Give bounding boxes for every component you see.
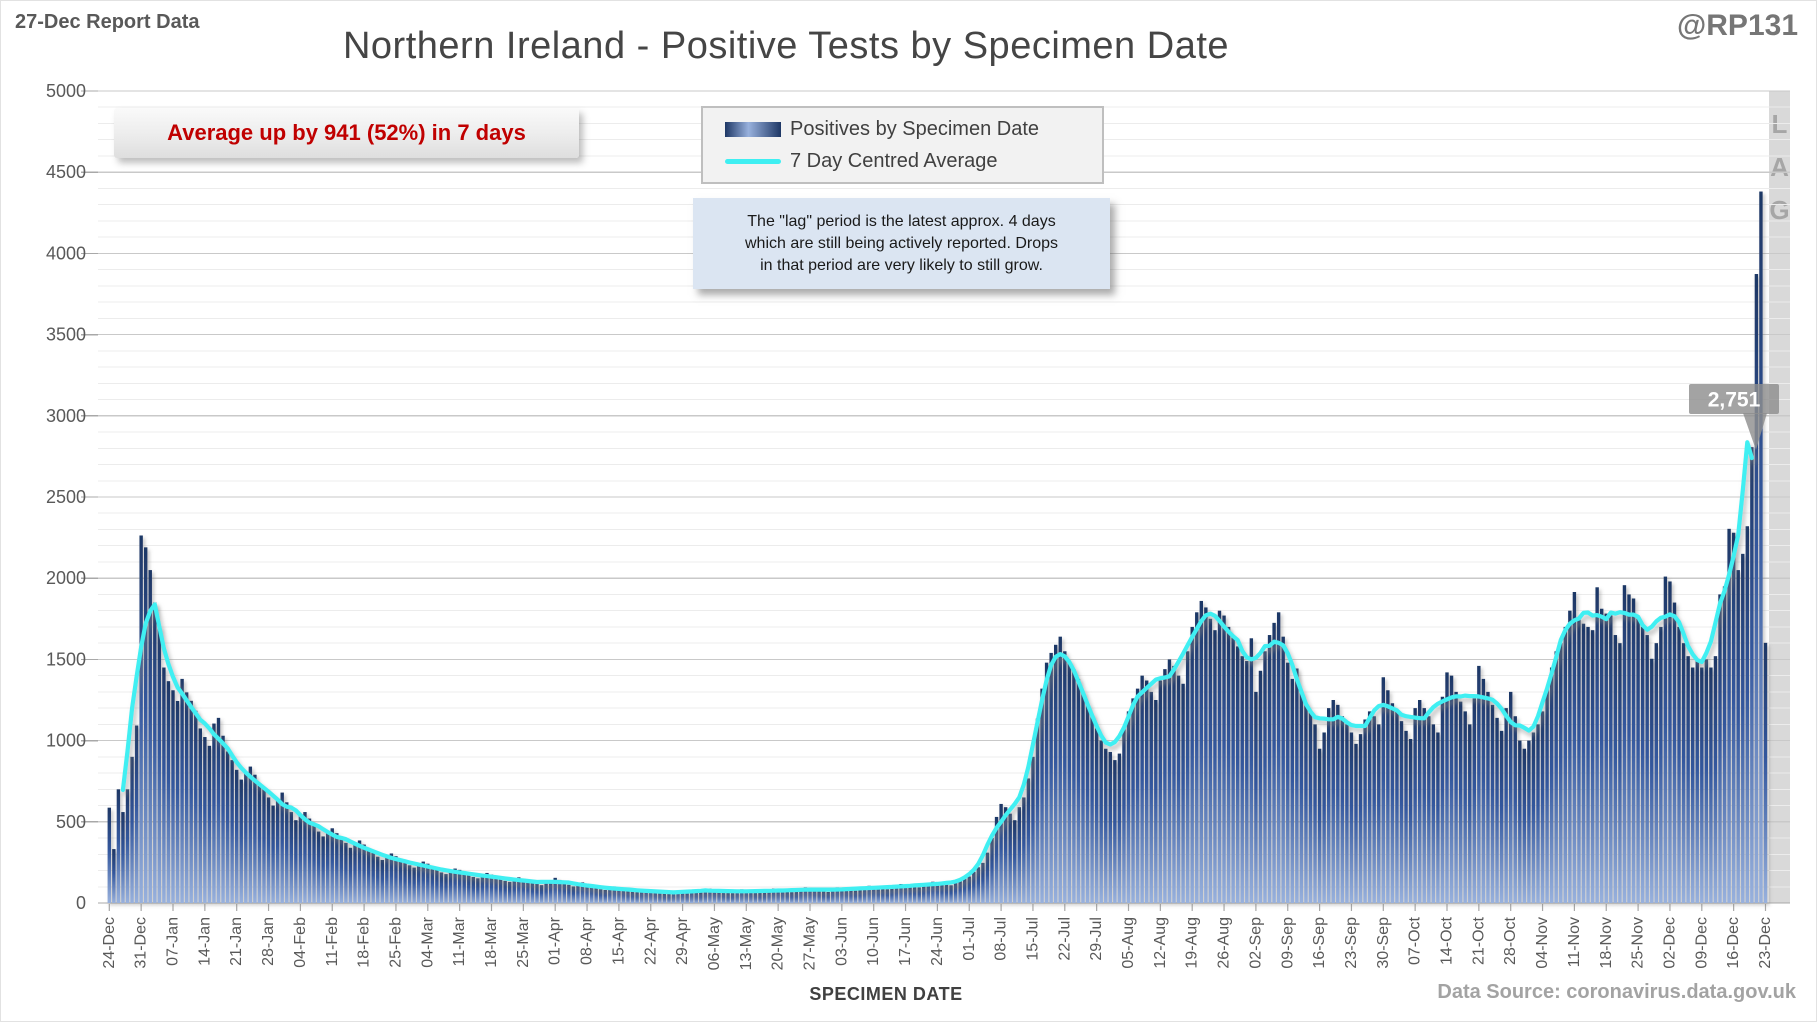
callout-value: 2,751 xyxy=(1708,389,1761,412)
x-tick-label: 11-Mar xyxy=(451,916,468,966)
x-tick-label: 08-Jul xyxy=(993,917,1010,961)
x-tick-label: 02-Sep xyxy=(1247,917,1264,969)
x-tick-label: 23-Sep xyxy=(1343,917,1360,969)
lag-info-line-1: The "lag" period is the latest approx. 4… xyxy=(747,212,1056,230)
x-tick-label: 22-Jul xyxy=(1056,917,1073,961)
y-tick-label: 3500 xyxy=(46,325,86,345)
x-tick-label: 18-Mar xyxy=(483,916,500,967)
page-title: Northern Ireland - Positive Tests by Spe… xyxy=(342,25,1230,67)
x-tick-label: 15-Apr xyxy=(610,916,627,965)
x-tick-label: 14-Jan xyxy=(196,917,213,966)
x-tick-label: 22-Apr xyxy=(642,916,659,965)
lag-info-box: The "lag" period is the latest approx. 4… xyxy=(693,198,1110,289)
x-tick-label: 01-Jul xyxy=(961,917,978,961)
x-tick-label: 24-Jun xyxy=(929,917,946,966)
x-tick-label: 19-Aug xyxy=(1184,917,1201,969)
x-tick-label: 28-Jan xyxy=(260,917,277,966)
x-tick-label: 14-Oct xyxy=(1439,916,1456,965)
legend-item-average: 7 Day Centred Average xyxy=(725,150,1102,173)
average-change-text: Average up by 941 (52%) in 7 days xyxy=(167,120,526,145)
y-tick-label: 1000 xyxy=(46,731,86,751)
x-tick-label: 07-Oct xyxy=(1407,916,1424,965)
gridlines xyxy=(81,90,1790,888)
x-tick-label: 17-Jun xyxy=(897,917,914,966)
y-tick-label: 500 xyxy=(56,812,86,832)
x-tick-label: 25-Mar xyxy=(515,916,532,967)
x-tick-label: 13-May xyxy=(738,917,755,970)
x-tick-label: 10-Jun xyxy=(865,917,882,966)
chart-legend: Positives by Specimen Date 7 Day Centred… xyxy=(701,106,1104,184)
x-tick-label: 30-Sep xyxy=(1375,917,1392,969)
data-source-credit: Data Source: coronavirus.data.gov.uk xyxy=(1437,981,1796,1003)
report-date-label: 27-Dec Report Data xyxy=(15,11,200,33)
centred-average-line xyxy=(120,440,1754,895)
x-tick-label: 04-Mar xyxy=(419,916,436,967)
x-axis-title: SPECIMEN DATE xyxy=(809,984,963,1004)
x-tick-label: 09-Sep xyxy=(1279,917,1296,969)
x-tick-label: 12-Aug xyxy=(1152,917,1169,969)
x-tick-label: 15-Jul xyxy=(1024,917,1041,961)
y-tick-label: 5000 xyxy=(46,81,86,101)
line-series-swatch-icon xyxy=(725,158,781,164)
y-tick-label: 3000 xyxy=(46,406,86,426)
x-tick-label: 18-Feb xyxy=(356,917,373,968)
x-tick-label: 05-Aug xyxy=(1120,917,1137,969)
x-tick-label: 26-Aug xyxy=(1216,917,1233,969)
x-tick-label: 23-Dec xyxy=(1757,917,1774,969)
x-tick-label: 09-Dec xyxy=(1693,917,1710,969)
x-tick-label: 01-Apr xyxy=(547,916,564,965)
x-tick-label: 28-Oct xyxy=(1502,916,1519,965)
x-tick-label: 04-Feb xyxy=(292,917,309,968)
y-tick-label: 2000 xyxy=(46,568,86,588)
legend-item-bars: Positives by Specimen Date xyxy=(725,118,1102,141)
x-tick-label: 16-Sep xyxy=(1311,917,1328,969)
callout-pointer-icon xyxy=(1743,413,1767,450)
lag-info-line-3: in that period are very likely to still … xyxy=(760,256,1043,274)
x-tick-label: 21-Jan xyxy=(228,917,245,966)
x-tick-label: 27-May xyxy=(802,917,819,970)
average-change-callout: Average up by 941 (52%) in 7 days xyxy=(114,108,579,158)
x-tick-label: 08-Apr xyxy=(579,916,596,965)
y-tick-label: 2500 xyxy=(46,487,86,507)
lag-letter: A xyxy=(1770,152,1789,182)
x-tick-label: 06-May xyxy=(706,917,723,970)
x-tick-label: 25-Nov xyxy=(1630,917,1647,969)
bar-series-swatch-icon xyxy=(725,121,781,137)
x-tick-label: 02-Dec xyxy=(1661,917,1678,969)
legend-label-bars: Positives by Specimen Date xyxy=(790,117,1040,140)
lag-info-line-2: which are still being actively reported.… xyxy=(744,234,1059,252)
x-tick-label: 03-Jun xyxy=(833,917,850,966)
y-tick-label: 4500 xyxy=(46,162,86,182)
x-tick-label: 21-Oct xyxy=(1470,916,1487,965)
legend-label-average: 7 Day Centred Average xyxy=(790,149,998,172)
x-tick-label: 07-Jan xyxy=(165,917,182,966)
author-handle: @RP131 xyxy=(1677,9,1798,42)
x-tick-label: 24-Dec xyxy=(101,917,118,969)
average-value-callout: 2,751 xyxy=(1689,384,1779,450)
x-tick-label: 29-Jul xyxy=(1088,917,1105,961)
y-tick-label: 1500 xyxy=(46,649,86,669)
x-tick-label: 11-Nov xyxy=(1566,917,1583,967)
y-tick-label: 4000 xyxy=(46,243,86,263)
x-tick-label: 18-Nov xyxy=(1598,917,1615,969)
x-tick-label: 31-Dec xyxy=(133,917,150,969)
x-tick-label: 25-Feb xyxy=(387,917,404,968)
x-tick-label: 11-Feb xyxy=(324,917,341,967)
x-tick-label: 04-Nov xyxy=(1534,917,1551,969)
x-tick-label: 29-Apr xyxy=(674,916,691,965)
y-tick-label: 0 xyxy=(76,893,86,913)
positives-bar-series xyxy=(107,191,1768,903)
y-axis-labels: 0 500 1000 1500 2000 2500 3000 3500 4000 4500 5000 xyxy=(46,81,86,913)
lag-letter: L xyxy=(1772,109,1788,139)
x-tick-label: 20-May xyxy=(770,917,787,970)
x-axis: 24-Dec 31-Dec 07-Jan 14-Jan 21-Jan 28-Jan 04-F… xyxy=(98,902,1790,970)
x-tick-label: 16-Dec xyxy=(1725,917,1742,969)
lag-letter: G xyxy=(1769,195,1789,225)
